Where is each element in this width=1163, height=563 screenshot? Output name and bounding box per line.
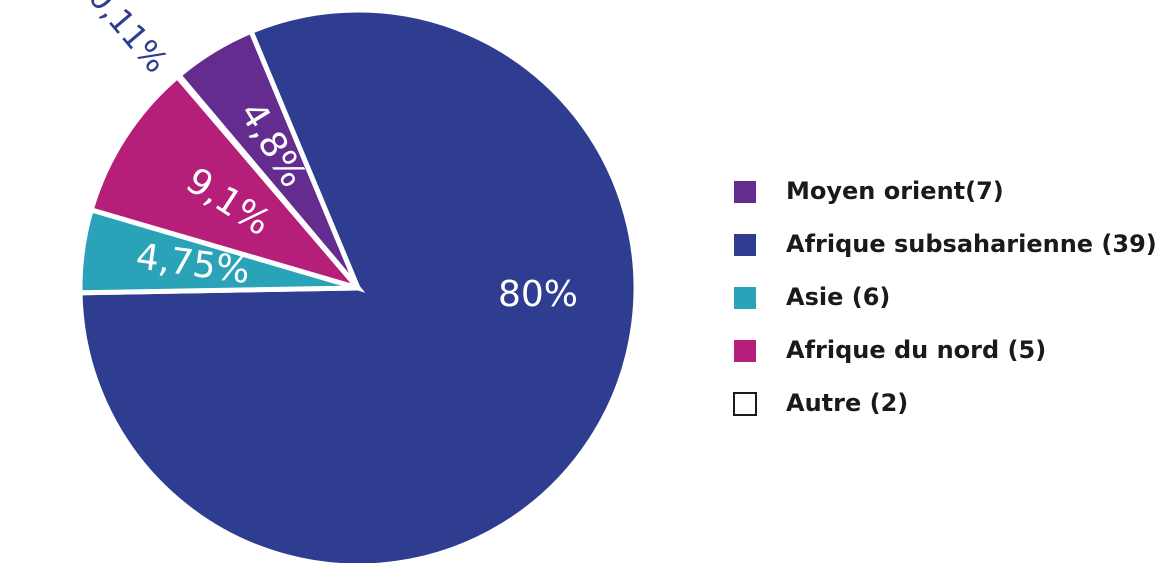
legend-label-afrique-du-nord-5: Afrique du nord (5) — [786, 336, 1046, 364]
legend-label-autre-2: Autre (2) — [786, 389, 908, 417]
legend-swatch-afrique-du-nord-5 — [734, 340, 756, 362]
legend-label-afrique-subsaharienne-39: Afrique subsaharienne (39) — [786, 230, 1157, 258]
pie-slice-autre-2 — [173, 71, 360, 290]
legend-swatch-autre-2 — [733, 392, 757, 416]
pie-slice-afrique-du-nord-5 — [88, 73, 366, 293]
legend-swatch-asie-6 — [734, 287, 756, 309]
legend-label-asie-6: Asie (6) — [786, 283, 890, 311]
legend-swatch-afrique-subsaharienne-39 — [734, 234, 756, 256]
pie-label-autre-2: 0,11% — [81, 0, 176, 80]
legend-label-moyen-orient-7: Moyen orient(7) — [786, 177, 1004, 205]
pie-slices — [77, 7, 639, 563]
legend: Moyen orient(7) Afrique subsaharienne (39… — [733, 177, 1157, 417]
legend-swatch-moyen-orient-7 — [734, 181, 756, 203]
pie-label-afrique-subsaharienne-39: 80% — [498, 274, 578, 315]
